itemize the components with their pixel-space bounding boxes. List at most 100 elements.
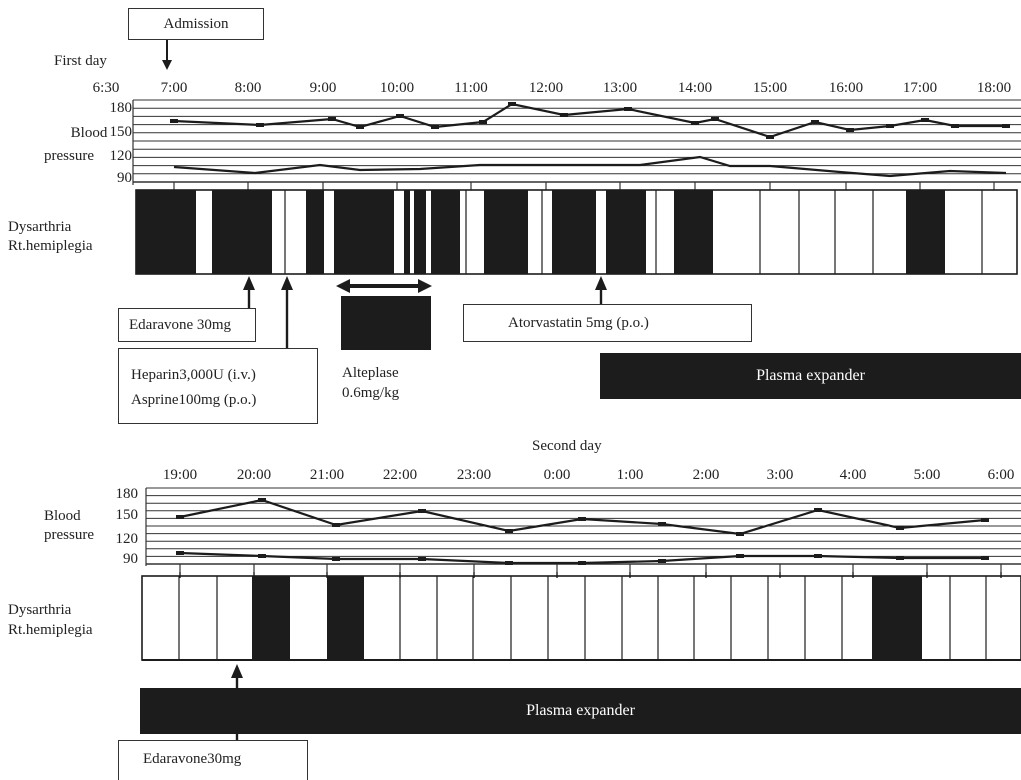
bp-point-day2 (736, 532, 744, 536)
bp-point (951, 124, 959, 128)
day2-time-label: 23:00 (456, 467, 492, 483)
alteplase-arrow-head-left (336, 279, 350, 293)
day1-time-label: 16:00 (828, 80, 864, 96)
symptom-present-segment (334, 190, 394, 274)
heparin-arrow-head (281, 276, 293, 290)
heparin-aspirin-box: Heparin3,000U (i.v.) Asprine100mg (p.o.) (118, 348, 318, 424)
symptom-present-segment (404, 190, 410, 274)
first-day-label: First day (54, 53, 107, 69)
bp-label-line1: Blood (70, 125, 108, 141)
plasma-expander-bar-day2: Plasma expander (140, 688, 1021, 734)
bp-point (624, 107, 632, 111)
day2-time-label: 4:00 (839, 467, 867, 483)
symptom-present-segment (606, 190, 646, 274)
bp-tick-180: 180 (109, 100, 133, 116)
aspirin-label: Asprine100mg (p.o.) (131, 392, 257, 408)
symptom-present-segment (552, 190, 596, 274)
day2-time-label: 2:00 (692, 467, 720, 483)
bp-point-day2 (896, 556, 904, 560)
day1-time-label: 13:00 (602, 80, 638, 96)
bp-point (921, 118, 929, 122)
bp-point (766, 135, 774, 139)
symptom-present-segment (906, 190, 945, 274)
day2-time-label: 1:00 (616, 467, 644, 483)
bp-point-day2 (981, 518, 989, 522)
day1-time-label: 17:00 (902, 80, 938, 96)
bp-point (711, 117, 719, 121)
bp-point (431, 125, 439, 129)
second-day-label: Second day (532, 438, 602, 454)
bp-point-day2 (332, 557, 340, 561)
day2-time-label: 19:00 (162, 467, 198, 483)
plasma-expander-label: Plasma expander (756, 367, 865, 384)
bp-point (256, 123, 264, 127)
plasma-expander-bar-day1: Plasma expander (600, 353, 1021, 399)
edaravone-label: Edaravone 30mg (129, 317, 232, 333)
symptom-label-day2-line1: Dysarthria (8, 602, 72, 618)
bp-point-day2 (896, 526, 904, 530)
admission-label: Admission (163, 16, 229, 32)
systolic-trace (173, 102, 1006, 139)
bp-point-day2 (578, 561, 586, 565)
bp-label: Blood (54, 124, 122, 142)
plasma-expander-label-day2: Plasma expander (526, 702, 635, 719)
bp-point-day2 (258, 498, 266, 502)
bp-point-day2 (578, 517, 586, 521)
bp-point (356, 125, 364, 129)
day1-time-label: 18:00 (976, 80, 1012, 96)
day1-time-label: 15:00 (752, 80, 788, 96)
symptom-present-segment (136, 190, 196, 274)
bp-point-day2 (658, 559, 666, 563)
alteplase-label-line1: Alteplase (342, 365, 399, 381)
edaravone-arrow-day2-head (231, 664, 243, 678)
day2-time-label: 21:00 (309, 467, 345, 483)
bp-point (1002, 124, 1010, 128)
day2-time-label: 3:00 (766, 467, 794, 483)
bp-point (691, 121, 699, 125)
bp-tick-120: 120 (109, 148, 133, 164)
bp-point-day2 (176, 551, 184, 555)
day1-time-label: 10:00 (379, 80, 415, 96)
symptom-present-segment (414, 190, 426, 274)
bp-point-day2 (505, 561, 513, 565)
day2-time-label: 5:00 (913, 467, 941, 483)
day1-time-label: 11:00 (454, 80, 488, 96)
bp-tick-90-day2: 90 (123, 551, 138, 567)
symptom-label-line1: Dysarthria (8, 219, 72, 235)
bp-point-day2 (258, 554, 266, 558)
atorvastatin-label: Atorvastatin 5mg (p.o.) (508, 315, 649, 331)
bp-point (479, 120, 487, 124)
bp-point (328, 117, 336, 121)
bp-tick-150: 150 (109, 124, 133, 140)
edaravone-box: Edaravone 30mg (118, 308, 256, 342)
symptom-present-segment (674, 190, 713, 274)
edaravone-arrow-head (243, 276, 255, 290)
atorvastatin-box: Atorvastatin 5mg (p.o.) (463, 304, 752, 342)
bp-label-day2-line1: Blood (44, 508, 81, 524)
alteplase-label-line2: 0.6mg/kg (342, 385, 400, 401)
symptom-present-segment (306, 190, 324, 274)
symptom-present-segment-day2 (327, 576, 364, 660)
bp-label-line2: pressure (44, 148, 94, 164)
edaravone-box-day2: Edaravone30mg (118, 740, 308, 780)
symptom-label-line2: Rt.hemiplegia (8, 238, 93, 254)
bp-point (886, 124, 894, 128)
symptom-present-segment-day2 (872, 576, 922, 660)
bp-tick-120-day2: 120 (115, 531, 139, 547)
alteplase-infusion-block (341, 296, 431, 350)
bp-label-day2-line2: pressure (44, 527, 94, 543)
bp-point-day2 (814, 508, 822, 512)
bp-point-day2 (418, 509, 426, 513)
admission-box: Admission (128, 8, 264, 40)
day2-time-label: 22:00 (382, 467, 418, 483)
bp-point (508, 102, 516, 106)
bp-point (396, 114, 404, 118)
bp-point-day2 (505, 529, 513, 533)
symptom-present-segment (484, 190, 528, 274)
bp-tick-90: 90 (117, 170, 132, 186)
bp-point-day2 (332, 523, 340, 527)
bp-point-day2 (814, 554, 822, 558)
admission-arrow-head (162, 60, 172, 70)
